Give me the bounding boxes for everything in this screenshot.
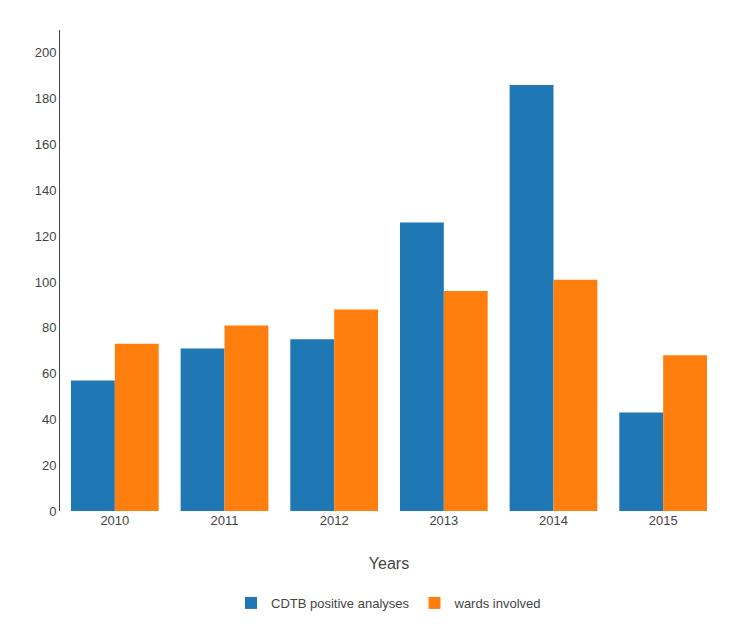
svg-text:200: 200 <box>35 45 57 60</box>
svg-text:2013: 2013 <box>429 513 458 528</box>
svg-text:140: 140 <box>35 183 57 198</box>
svg-text:2011: 2011 <box>211 513 239 528</box>
svg-text:CDTB positive analyses: CDTB positive analyses <box>271 596 409 611</box>
svg-text:40: 40 <box>42 412 56 427</box>
svg-text:80: 80 <box>42 320 56 335</box>
svg-text:2015: 2015 <box>649 513 678 528</box>
svg-text:100: 100 <box>35 275 57 290</box>
svg-text:20: 20 <box>42 458 56 473</box>
svg-text:60: 60 <box>42 366 56 381</box>
svg-text:Years: Years <box>369 555 409 572</box>
svg-text:2012: 2012 <box>320 513 349 528</box>
svg-text:2010: 2010 <box>100 513 129 528</box>
svg-text:0: 0 <box>49 504 56 519</box>
svg-text:2014: 2014 <box>539 513 568 528</box>
svg-text:wards involved: wards involved <box>453 596 540 611</box>
svg-text:120: 120 <box>35 229 57 244</box>
svg-text:160: 160 <box>35 137 57 152</box>
svg-text:180: 180 <box>35 91 57 106</box>
